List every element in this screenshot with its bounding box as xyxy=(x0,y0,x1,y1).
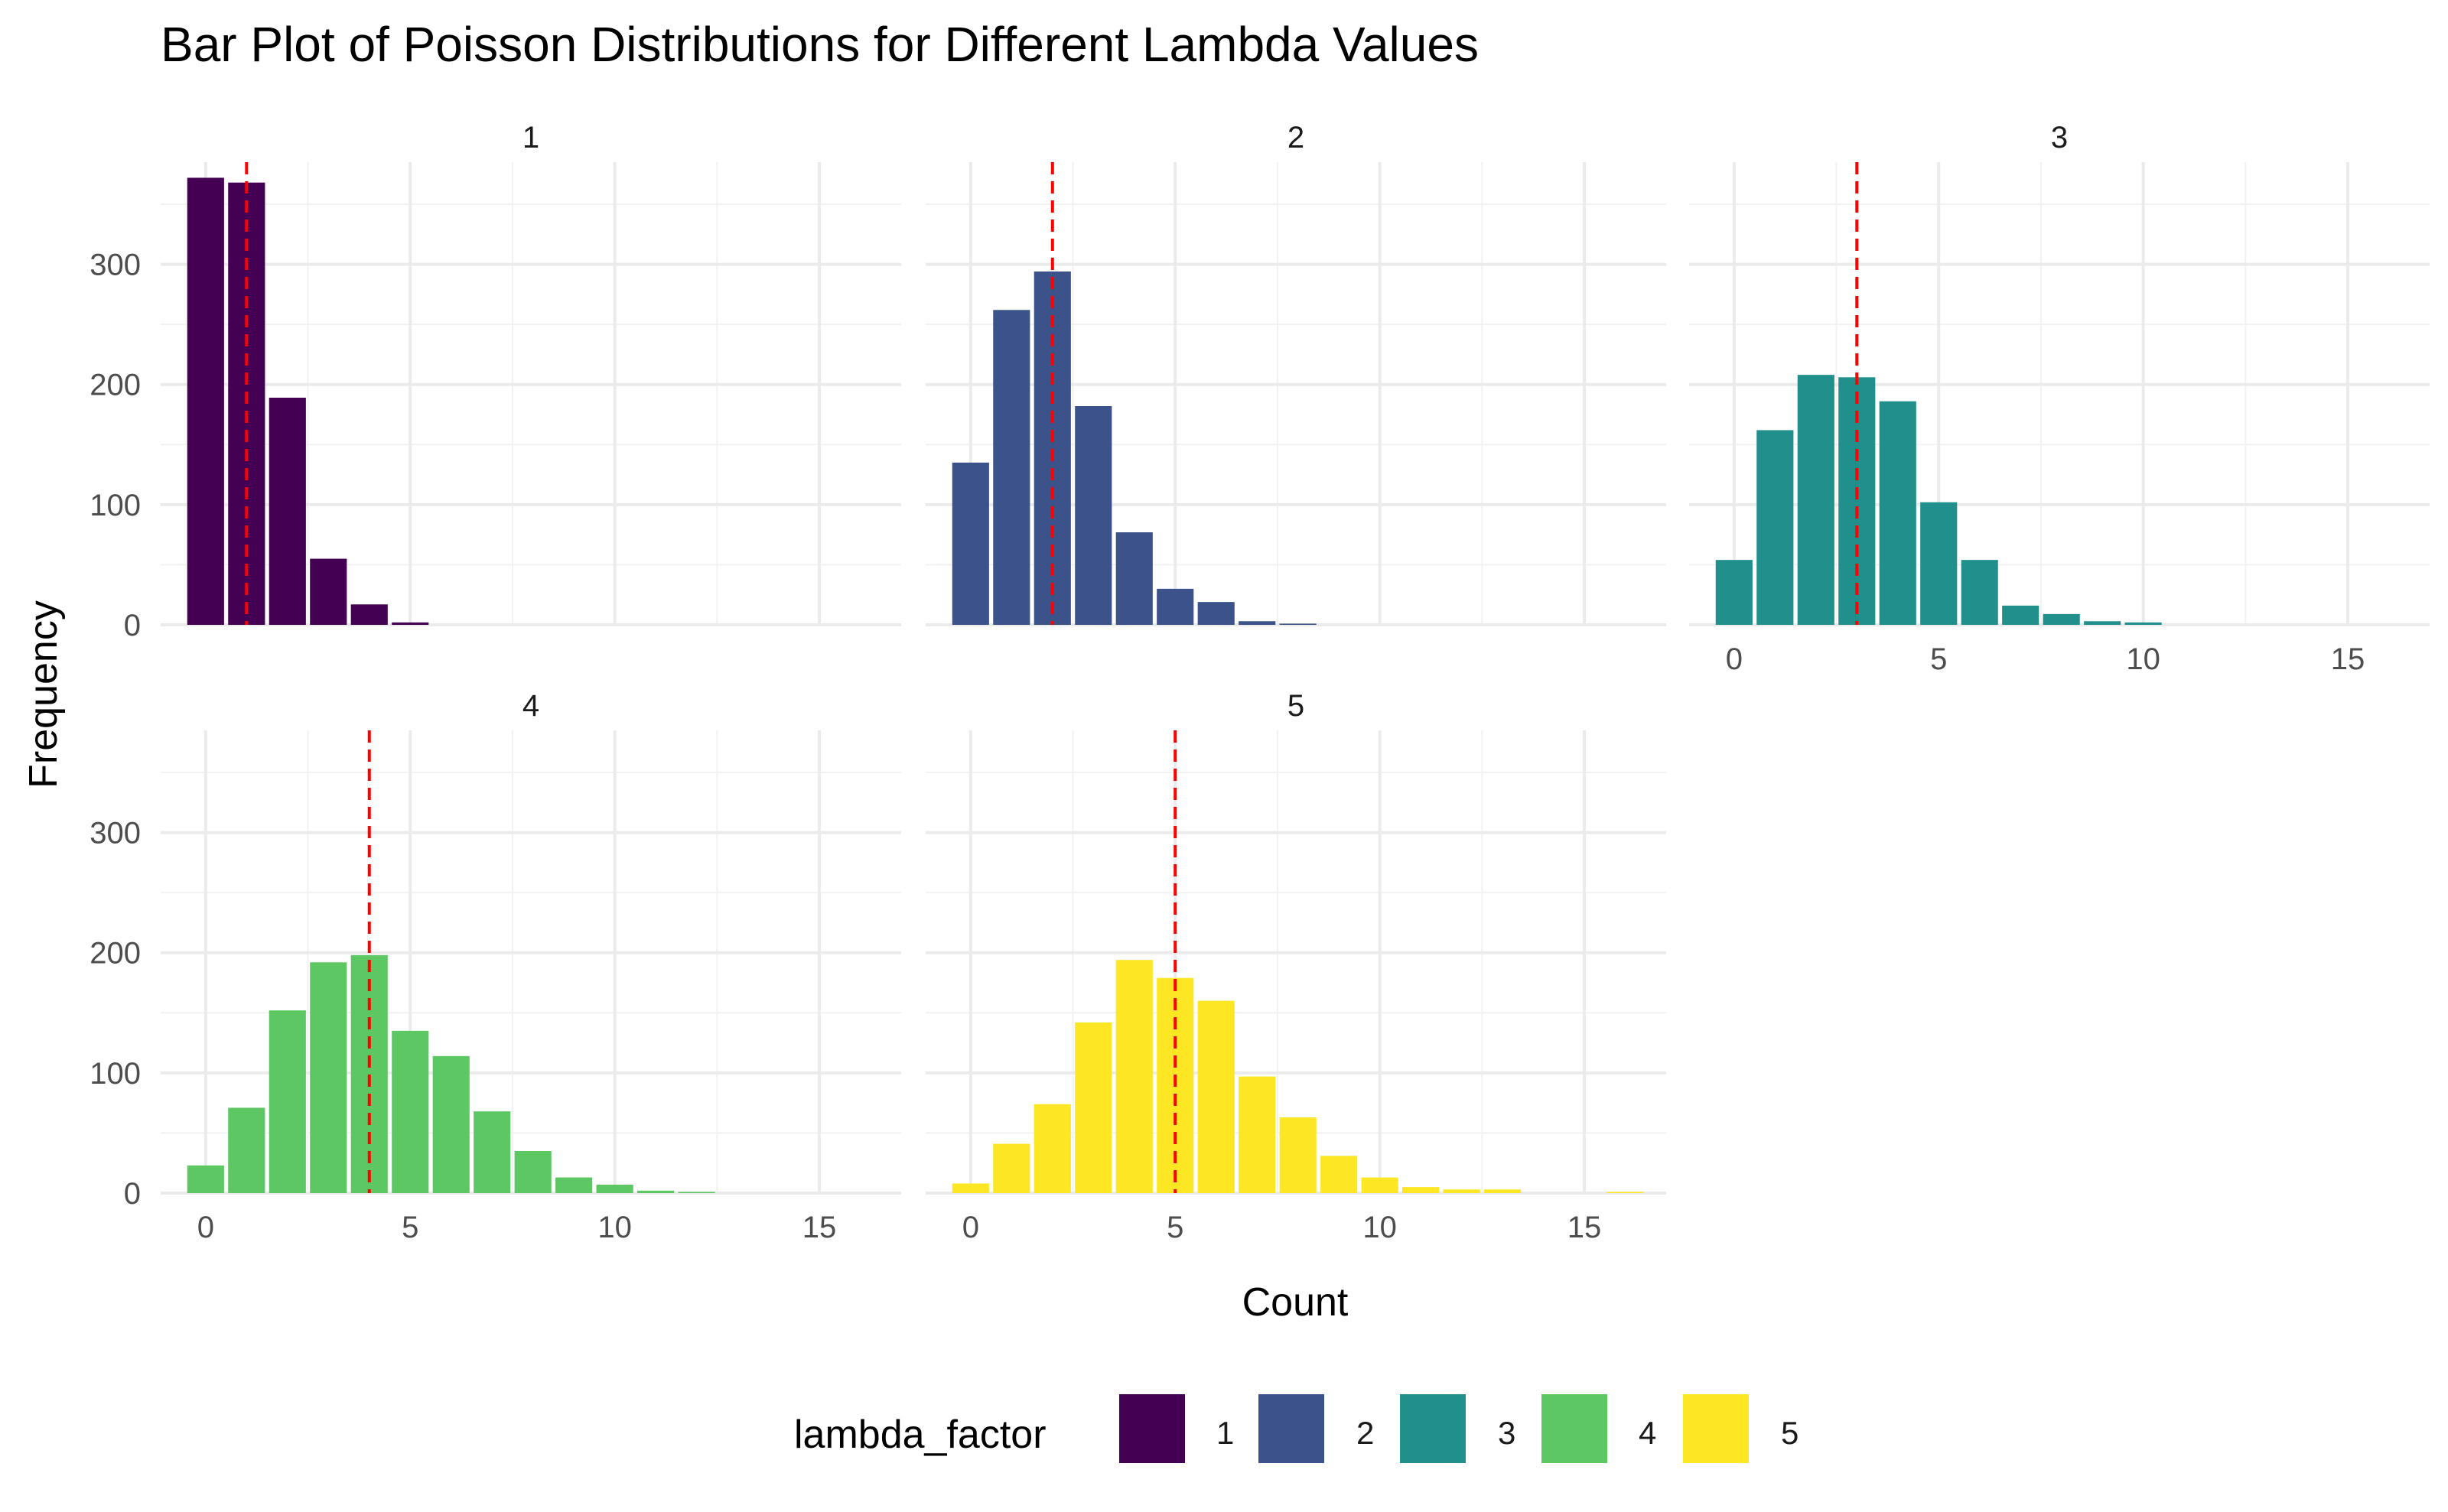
legend-key xyxy=(1258,1394,1324,1463)
bar xyxy=(993,1143,1030,1193)
bar xyxy=(952,1183,989,1193)
bar xyxy=(392,622,429,625)
bar xyxy=(952,462,989,625)
x-tick-label: 15 xyxy=(2331,642,2365,676)
legend-label: 4 xyxy=(1639,1415,1656,1451)
x-tick-label: 0 xyxy=(197,1211,214,1244)
legend-key xyxy=(1541,1394,1607,1463)
y-tick-label: 100 xyxy=(90,489,141,522)
bar xyxy=(2002,605,2039,625)
bar xyxy=(2124,622,2162,625)
legend-key xyxy=(1400,1394,1466,1463)
x-tick-label: 5 xyxy=(402,1211,418,1244)
bar xyxy=(1197,602,1235,625)
legend-key xyxy=(1683,1394,1749,1463)
y-tick-label: 200 xyxy=(90,937,141,971)
strip-label: 3 xyxy=(2051,121,2068,154)
bar xyxy=(474,1111,511,1193)
legend-label: 1 xyxy=(1216,1415,1234,1451)
legend-title: lambda_factor xyxy=(794,1413,1047,1457)
x-tick-label: 10 xyxy=(1362,1211,1397,1244)
bar xyxy=(310,558,347,625)
bar xyxy=(1484,1189,1522,1193)
bar xyxy=(1075,406,1112,625)
bar xyxy=(555,1177,593,1193)
bar xyxy=(1443,1189,1480,1193)
bar xyxy=(1361,1177,1398,1193)
bar xyxy=(2084,621,2121,625)
legend-key xyxy=(1119,1394,1185,1463)
bar xyxy=(993,310,1030,625)
panel-2: 2 xyxy=(926,121,1666,626)
y-tick-label: 300 xyxy=(90,817,141,850)
bar xyxy=(637,1190,675,1193)
x-tick-label: 10 xyxy=(597,1211,632,1244)
bar xyxy=(269,398,306,625)
bar xyxy=(187,1165,224,1193)
bar xyxy=(1797,375,1834,625)
bar xyxy=(1879,401,1916,625)
panel-4: 4 0 100 200 300 0 5 10 15 xyxy=(90,689,901,1244)
x-tick-label: 15 xyxy=(1567,1211,1602,1244)
bar xyxy=(1715,560,1753,625)
x-tick-label: 5 xyxy=(1167,1211,1183,1244)
x-tick-label: 0 xyxy=(962,1211,979,1244)
bar xyxy=(310,962,347,1193)
legend: lambda_factor 1 2 3 4 5 xyxy=(794,1394,1799,1463)
y-axis-title: Frequency xyxy=(21,600,66,789)
x-tick-label: 10 xyxy=(2126,642,2160,676)
bar xyxy=(1034,1104,1071,1193)
strip-label: 1 xyxy=(522,121,539,154)
x-tick-label: 15 xyxy=(802,1211,837,1244)
y-tick-label: 300 xyxy=(90,249,141,282)
y-tick-label: 0 xyxy=(124,609,141,642)
bar xyxy=(1402,1187,1440,1193)
bar xyxy=(1279,1117,1317,1193)
x-axis-title: Count xyxy=(1242,1280,1349,1325)
panel-5: 5 0 5 10 15 xyxy=(926,689,1666,1244)
bar xyxy=(1239,1076,1276,1193)
bar xyxy=(228,1107,265,1193)
bar xyxy=(596,1185,633,1193)
x-tick-label: 0 xyxy=(1726,642,1743,676)
bar xyxy=(1961,560,1998,625)
bar xyxy=(392,1030,429,1193)
panel-3: 3 0 5 10 15 xyxy=(1689,121,2430,676)
strip-label: 4 xyxy=(522,689,539,723)
bar xyxy=(432,1055,470,1193)
chart-title: Bar Plot of Poisson Distributions for Di… xyxy=(161,17,1479,72)
bar xyxy=(1279,623,1317,625)
x-tick-label: 5 xyxy=(1930,642,1947,676)
bar xyxy=(187,177,224,625)
bar xyxy=(350,604,388,625)
legend-label: 5 xyxy=(1781,1415,1799,1451)
bar xyxy=(1075,1022,1112,1193)
bar xyxy=(1157,588,1194,625)
bar xyxy=(1320,1156,1358,1193)
bar xyxy=(514,1151,552,1193)
bar xyxy=(1115,960,1153,1193)
strip-label: 2 xyxy=(1287,121,1304,154)
legend-label: 2 xyxy=(1356,1415,1374,1451)
bar xyxy=(1239,621,1276,625)
strip-label: 5 xyxy=(1287,689,1304,723)
bar xyxy=(678,1192,715,1193)
bar xyxy=(1606,1192,1644,1193)
bar xyxy=(1115,532,1153,625)
panel-1: 1 0 100 200 300 xyxy=(90,121,901,642)
y-tick-label: 200 xyxy=(90,369,141,402)
bar xyxy=(269,1010,306,1193)
bar xyxy=(1756,430,1794,625)
legend-label: 3 xyxy=(1498,1415,1515,1451)
bar xyxy=(1920,502,1958,625)
y-tick-label: 100 xyxy=(90,1057,141,1091)
y-tick-label: 0 xyxy=(124,1177,141,1211)
bar xyxy=(1197,1000,1235,1193)
bar xyxy=(2043,613,2080,625)
